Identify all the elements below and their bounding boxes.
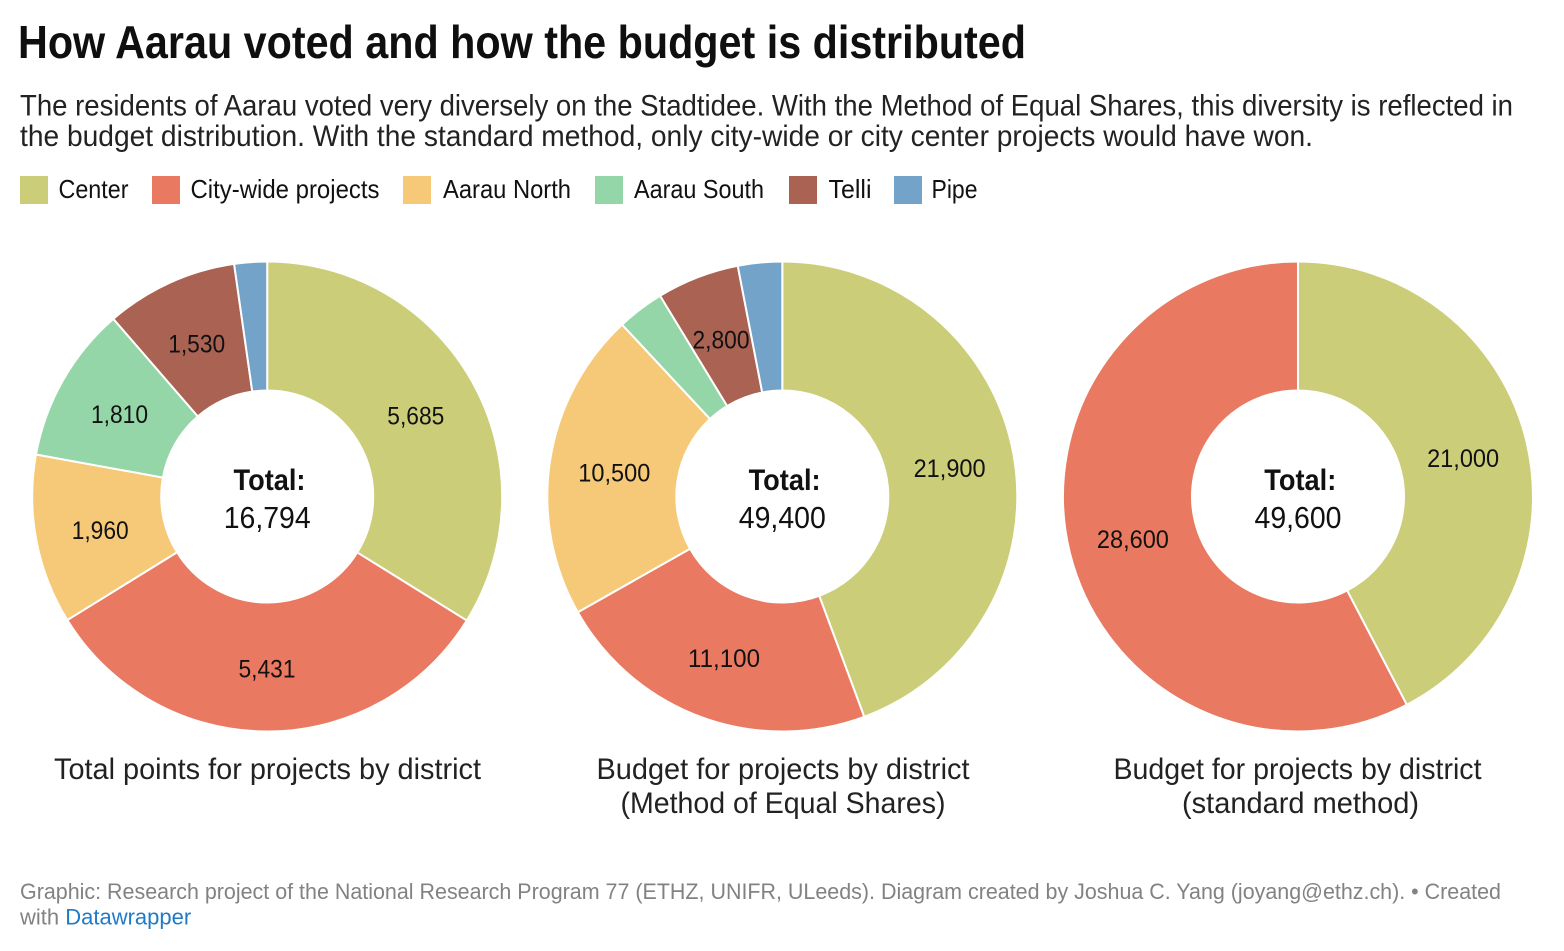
svg-text:Aarau South: Aarau South (634, 174, 764, 204)
svg-text:The residents of Aarau voted v: The residents of Aarau voted very divers… (20, 89, 1513, 122)
svg-text:City-wide projects: City-wide projects (191, 174, 380, 204)
svg-text:10,500: 10,500 (578, 460, 650, 488)
svg-text:Graphic: Research project of t: Graphic: Research project of the Nationa… (20, 879, 1501, 904)
svg-text:2,800: 2,800 (693, 327, 750, 355)
svg-text:5,431: 5,431 (239, 655, 296, 683)
svg-text:Budget for projects by distric: Budget for projects by district (597, 753, 971, 786)
svg-text:Total:: Total: (234, 464, 306, 497)
svg-text:with Datawrapper: with Datawrapper (19, 905, 191, 930)
svg-text:1,960: 1,960 (72, 517, 129, 545)
svg-text:(Method of Equal Shares): (Method of Equal Shares) (621, 787, 946, 820)
svg-text:28,600: 28,600 (1097, 526, 1169, 554)
svg-text:Pipe: Pipe (932, 174, 978, 204)
svg-text:Aarau North: Aarau North (443, 174, 571, 204)
svg-text:Telli: Telli (829, 174, 872, 204)
svg-text:1,530: 1,530 (168, 331, 225, 359)
svg-text:1,810: 1,810 (91, 401, 148, 429)
svg-text:16,794: 16,794 (224, 500, 311, 535)
svg-text:11,100: 11,100 (688, 645, 760, 673)
svg-text:Total points for projects by d: Total points for projects by district (54, 753, 482, 786)
svg-text:49,600: 49,600 (1255, 500, 1342, 535)
svg-text:21,000: 21,000 (1427, 445, 1499, 473)
svg-text:the budget distribution. With: the budget distribution. With the standa… (20, 120, 1313, 153)
svg-text:Total:: Total: (749, 464, 821, 497)
svg-text:How Aarau voted and how the bu: How Aarau voted and how the budget is di… (18, 16, 1026, 68)
svg-text:(standard method): (standard method) (1182, 787, 1419, 820)
svg-text:5,685: 5,685 (387, 403, 444, 431)
svg-text:21,900: 21,900 (914, 455, 986, 483)
svg-text:Center: Center (59, 174, 129, 204)
svg-text:Total:: Total: (1264, 464, 1336, 497)
svg-text:Budget for projects by distric: Budget for projects by district (1114, 753, 1483, 786)
svg-text:49,400: 49,400 (739, 500, 826, 535)
